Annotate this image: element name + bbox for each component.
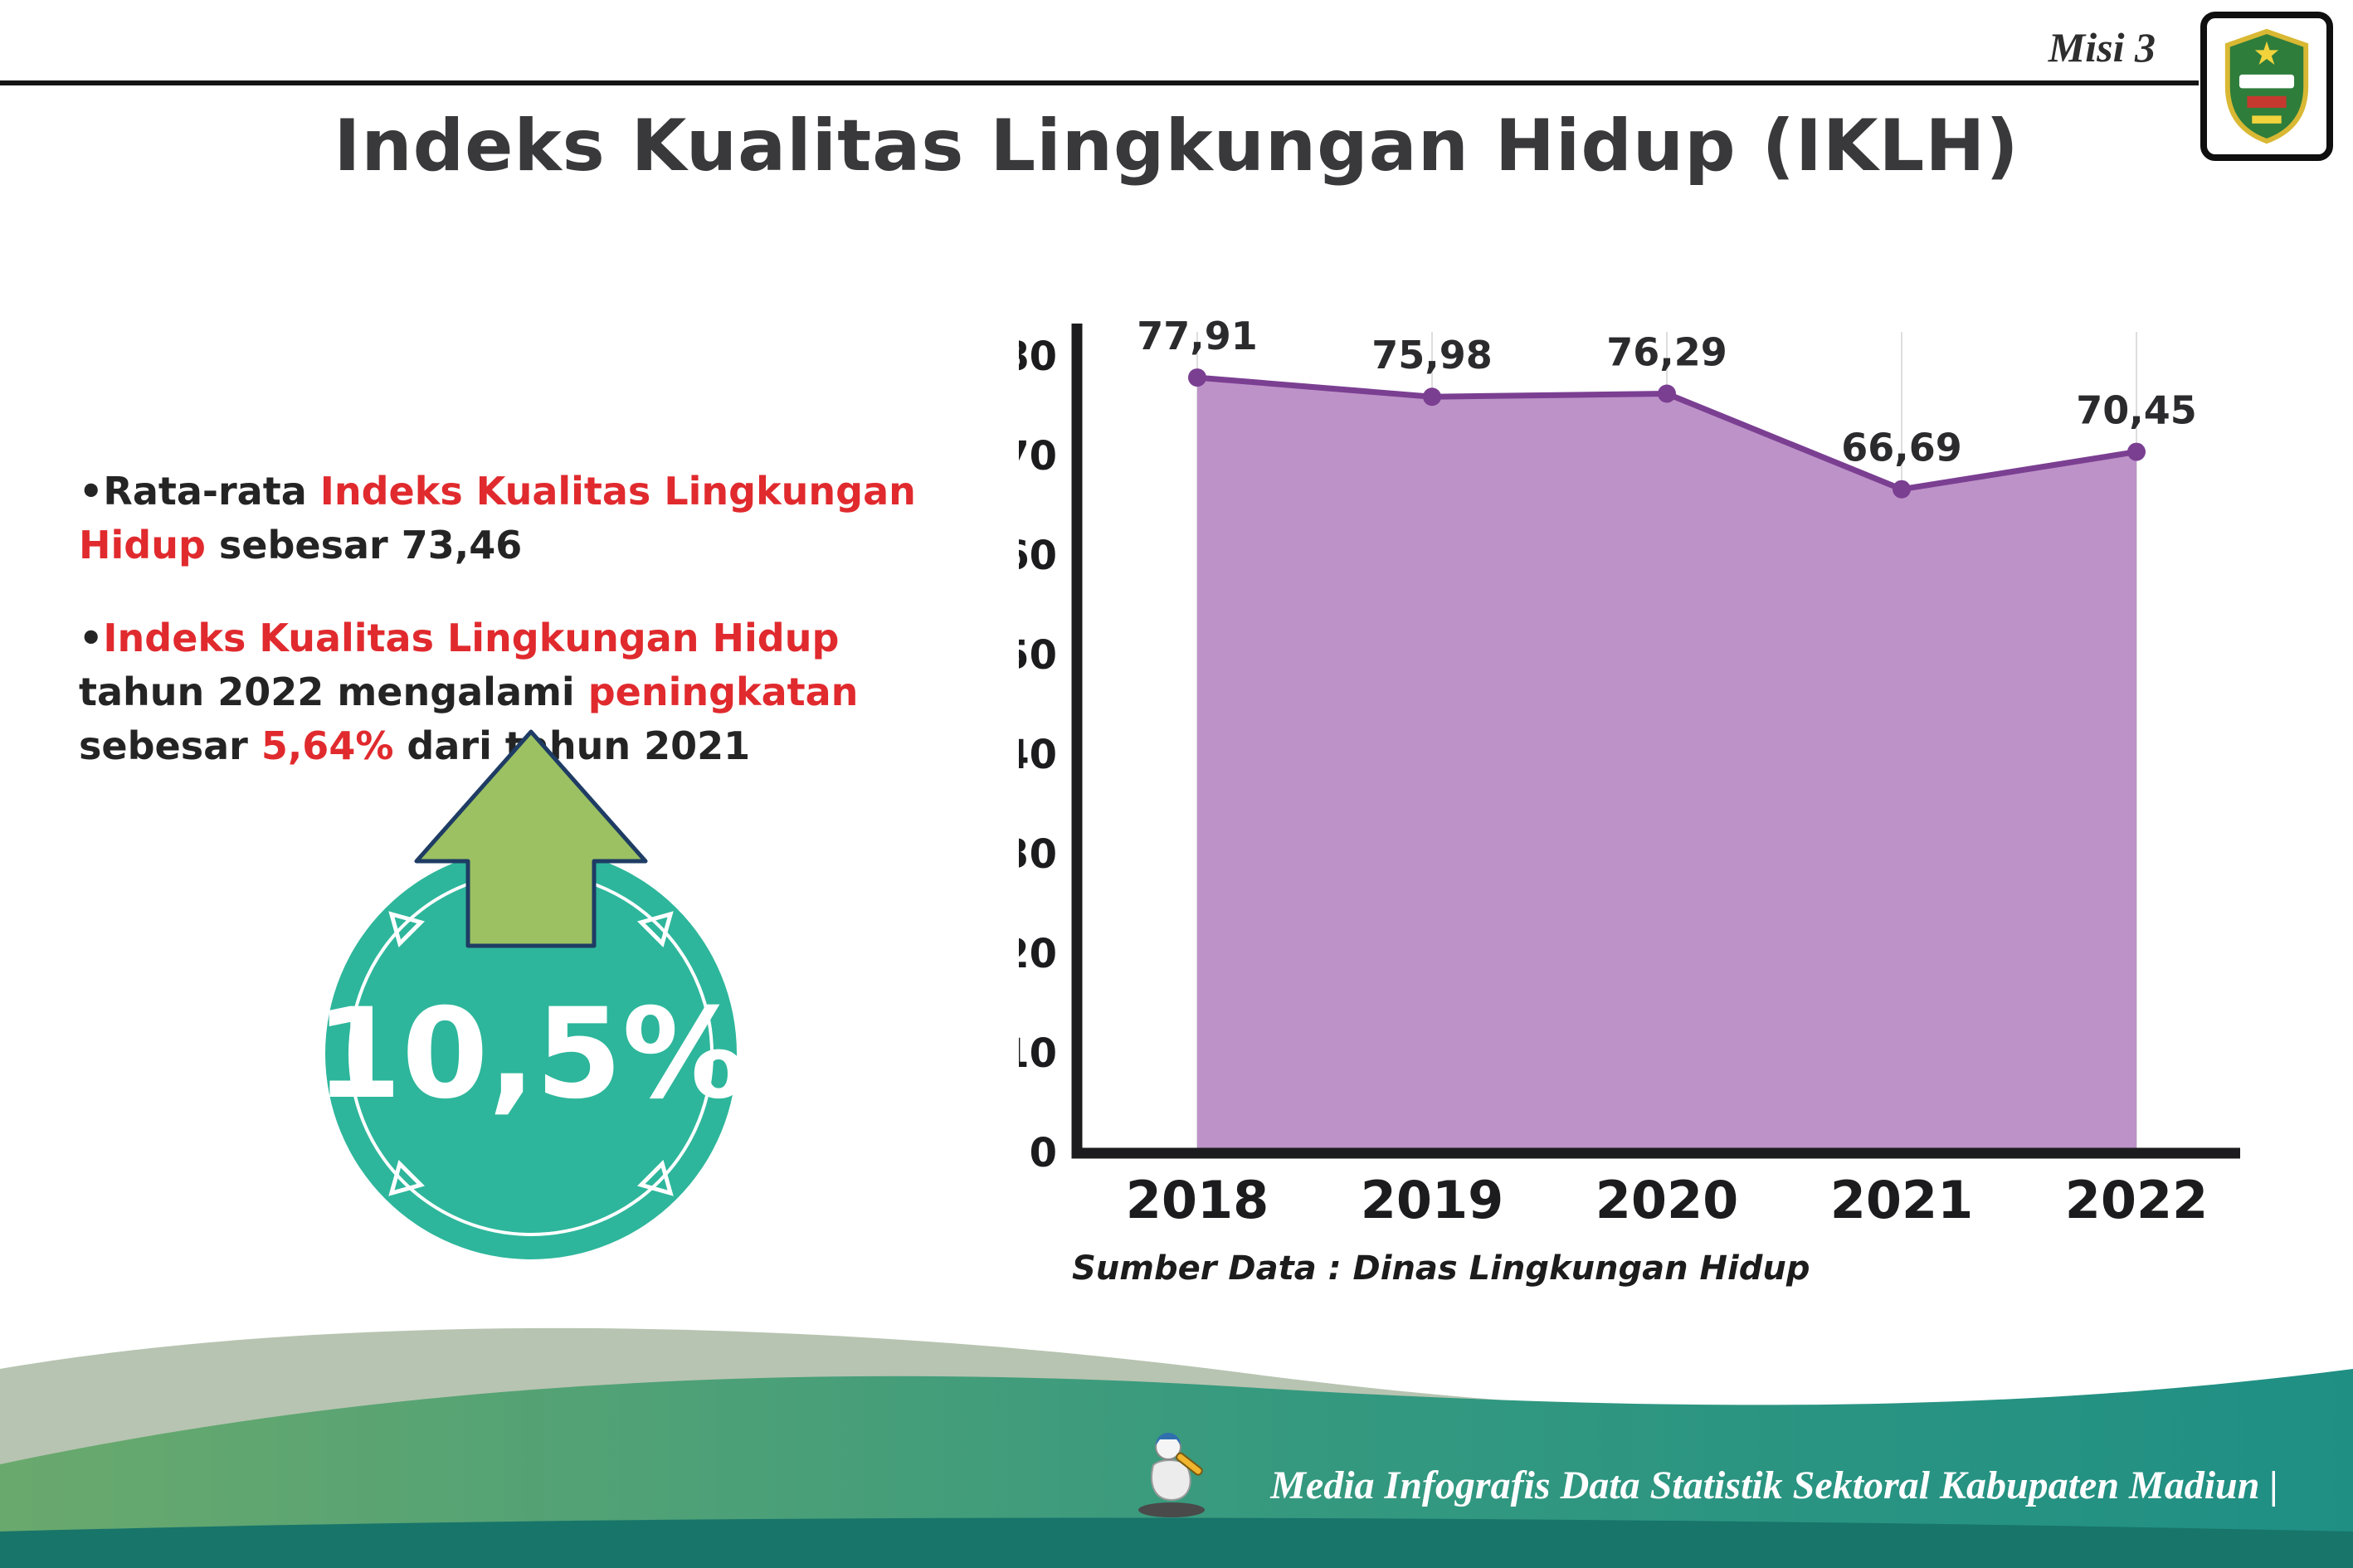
bullet-dot: •: [79, 469, 104, 514]
badge-triangle: [388, 911, 426, 948]
badge-circle: [325, 848, 737, 1259]
data-point: [1658, 384, 1676, 403]
chart-canvas: 77,91 75,98 76,29 66,69 70,45 0 10 20 30 40 50 60 70…: [1001, 314, 2240, 1230]
y-tick-label: 50: [1019, 632, 1057, 679]
badge-triangle: [388, 1159, 426, 1196]
bullet-text: tahun 2022 mengalami: [79, 669, 588, 714]
bullet-text: sebesar 73,46: [205, 523, 523, 568]
kabupaten-madiun-logo: [2200, 12, 2333, 161]
y-tick-label: 0: [1030, 1130, 1057, 1176]
data-source-caption: Sumber Data : Dinas Lingkungan Hidup: [1072, 1249, 1810, 1288]
bullet-text: dari tahun 2021: [393, 723, 751, 769]
y-tick-label: 20: [1019, 931, 1057, 977]
y-tick-label: 10: [1019, 1030, 1057, 1077]
misi-label: Misi 3: [2048, 24, 2156, 71]
value-label: 77,91: [1137, 314, 1258, 358]
badge-triangle: [636, 911, 674, 948]
x-tick-label: 2020: [1595, 1170, 1739, 1230]
value-label: 75,98: [1371, 333, 1493, 377]
wave-bottom: [0, 1517, 2353, 1568]
bullet-text-highlight: 5,64%: [261, 723, 394, 769]
data-point: [1188, 368, 1206, 387]
bullet-increase: •Indeks Kualitas Lingkungan Hidup tahun …: [79, 611, 975, 774]
y-tick-label: 40: [1019, 732, 1057, 778]
axes: [1071, 324, 2240, 1159]
y-tick-label: 70: [1019, 433, 1057, 480]
iklh-area-chart: 77,91 75,98 76,29 66,69 70,45 0 10 20 30 40 50 60 70…: [1001, 290, 2280, 1336]
bullet-text: sebesar: [79, 723, 261, 769]
bullet-text-highlight: peningkatan: [587, 669, 859, 714]
bullet-average: •Rata-rata Indeks Kualitas Lingkungan Hi…: [79, 465, 975, 573]
footer-caption: Media Infografis Data Statistik Sektoral…: [1270, 1463, 2278, 1507]
bullet-text-highlight: Indeks Kualitas Lingkungan Hidup: [103, 615, 840, 660]
y-tick-label: 80: [1019, 334, 1057, 380]
page-title: Indeks Kualitas Lingkungan Hidup (IKLH): [334, 105, 2019, 187]
x-tick-label: 2018: [1126, 1170, 1269, 1230]
badge-triangle: [636, 1159, 674, 1196]
x-tick-label: 2021: [1830, 1170, 1974, 1230]
increase-badge: 10,5%: [315, 729, 747, 1259]
data-point: [1893, 480, 1911, 499]
value-label: 76,29: [1606, 330, 1727, 375]
up-arrow-icon: [414, 729, 648, 948]
x-tick-label: 2019: [1361, 1170, 1504, 1230]
kabupaten-madiun-crest: [2224, 28, 2309, 144]
bullet-dot: •: [79, 615, 104, 660]
mascot-writer-icon: [1138, 1433, 1205, 1517]
bullet-text-highlight: Indeks Kualitas Lingkungan Hidup: [79, 469, 916, 568]
value-label: 70,45: [2076, 388, 2197, 433]
data-point: [2127, 442, 2146, 461]
bullet-text: Rata-rata: [103, 469, 320, 514]
y-tick-label: 60: [1019, 533, 1057, 579]
summary-bullets: •Rata-rata Indeks Kualitas Lingkungan Hi…: [79, 465, 975, 812]
x-tick-label: 2022: [2065, 1170, 2209, 1230]
data-point: [1423, 387, 1441, 407]
area-fill: [1197, 377, 2136, 1153]
y-tick-label: 30: [1019, 831, 1057, 878]
badge-value: 10,5%: [315, 982, 747, 1127]
header-rule: [0, 80, 2199, 85]
value-label: 66,69: [1841, 426, 1962, 470]
